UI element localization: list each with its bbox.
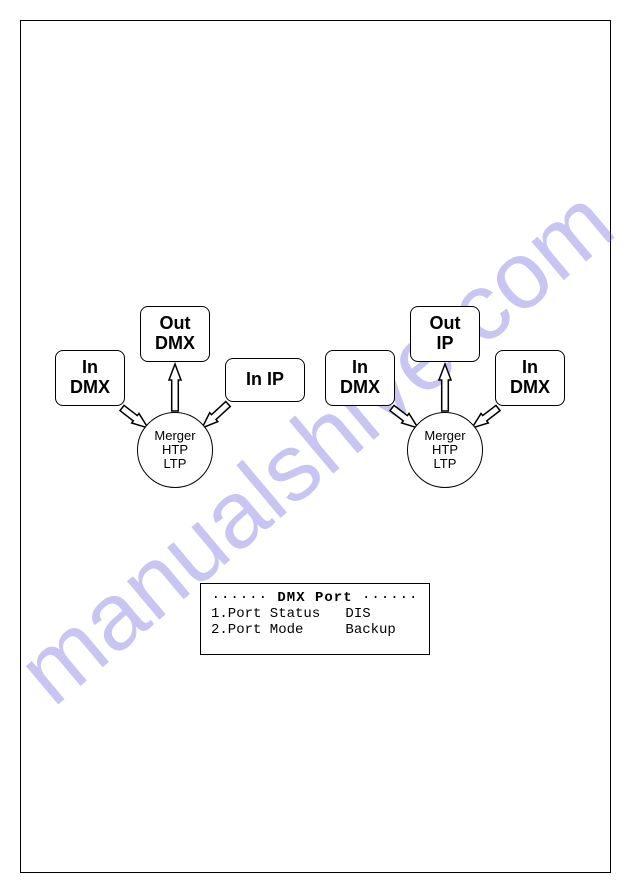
left-out-dmx-box: OutDMX xyxy=(140,306,210,362)
left-merger-circle: MergerHTPLTP xyxy=(137,412,213,488)
dmx-port-title: ······ DMX Port ······ xyxy=(211,590,419,606)
title-dots-left: ······ xyxy=(212,590,268,606)
title-text: DMX Port xyxy=(277,590,362,606)
right-in-dmx-right-box: InDMX xyxy=(495,350,565,406)
left-in-ip-box: In IP xyxy=(225,358,305,402)
dmx-port-row-1: 1.Port Status DIS xyxy=(211,606,419,622)
right-merger-circle: MergerHTPLTP xyxy=(407,412,483,488)
diagram-svg xyxy=(0,0,631,893)
right-out-ip-box: OutIP xyxy=(410,306,480,362)
right-in-dmx-left-box: InDMX xyxy=(325,350,395,406)
left-in-dmx-box: InDMX xyxy=(55,350,125,406)
dmx-port-panel: ······ DMX Port ······ 1.Port Status DIS… xyxy=(200,583,430,655)
dmx-port-row-2: 2.Port Mode Backup xyxy=(211,622,419,638)
title-dots-right: ······ xyxy=(362,590,418,606)
